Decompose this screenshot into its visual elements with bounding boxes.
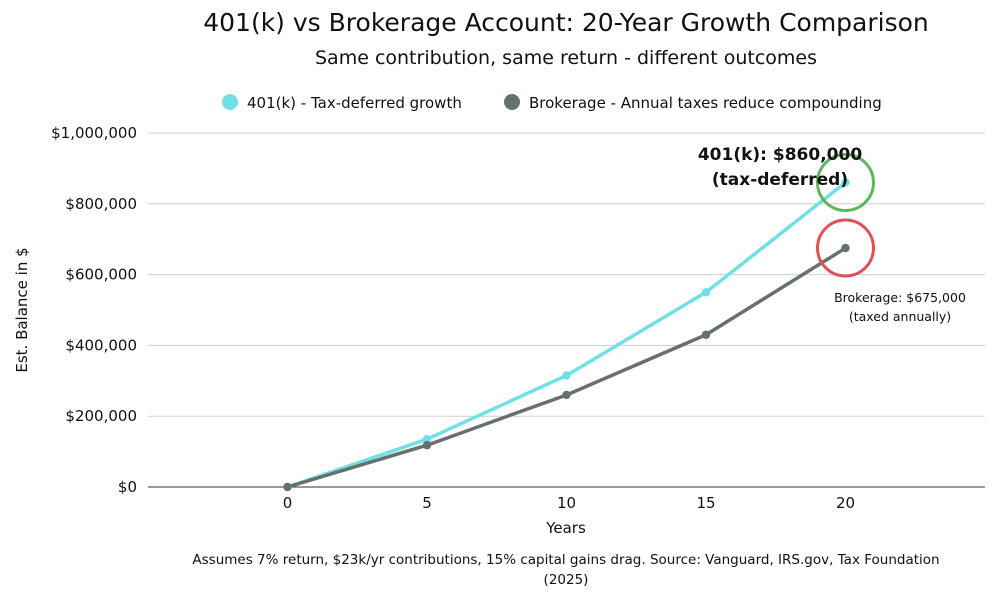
data-point-series-1	[841, 178, 850, 187]
data-point-series-1	[701, 288, 711, 297]
legend-label-2: Brokerage - Annual taxes reduce compound…	[529, 94, 882, 112]
annotation-1-line-1: 401(k): $860,000	[698, 145, 862, 165]
annotations: 401(k): $860,000 (tax-deferred) Brokerage:…	[698, 145, 966, 324]
legend-label-1: 401(k) - Tax-deferred growth	[247, 94, 462, 112]
x-tick-label: 10	[557, 494, 576, 512]
series-lines	[283, 178, 850, 492]
gridlines	[148, 132, 985, 488]
y-tick-label: $1,000,000	[51, 124, 137, 142]
data-point-series-2	[422, 441, 432, 450]
highlight-circle-1	[816, 153, 875, 213]
x-tick-label: 5	[422, 494, 432, 512]
data-point-series-1	[422, 435, 432, 444]
annotation-1-line-2: (tax-deferred)	[712, 170, 848, 190]
data-point-series-2	[701, 330, 711, 339]
footnote-line-1: Assumes 7% return, $23k/yr contributions…	[192, 552, 939, 568]
x-tick-label: 20	[836, 494, 855, 512]
y-tick-label: $400,000	[65, 336, 137, 354]
y-tick-label: $800,000	[65, 195, 137, 213]
chart-title: 401(k) vs Brokerage Account: 20-Year Gro…	[203, 8, 929, 37]
x-axis-label: Years	[545, 519, 586, 537]
series-line-2	[285, 246, 848, 489]
x-tick-label: 0	[283, 494, 293, 512]
y-tick-label: $600,000	[65, 266, 137, 284]
y-axis-ticks: $0 $200,000 $400,000 $600,000 $800,000 $1,000…	[51, 124, 137, 496]
y-tick-label: $200,000	[65, 407, 137, 425]
data-point-series-1	[562, 371, 571, 380]
annotation-2-line-2: (taxed annually)	[849, 309, 951, 324]
series-line-1	[285, 180, 848, 489]
x-axis-ticks: 0 5 10 15 20	[283, 494, 855, 512]
legend: 401(k) - Tax-deferred growth Brokerage - …	[222, 94, 882, 112]
footnote-line-2: (2025)	[544, 572, 589, 588]
chart-subtitle: Same contribution, same return - differe…	[315, 47, 817, 69]
highlight-circle-2	[816, 218, 875, 278]
legend-marker-1	[222, 94, 238, 110]
annotation-2-line-1: Brokerage: $675,000	[834, 290, 966, 305]
data-point-series-2	[283, 482, 292, 492]
legend-marker-2	[504, 94, 520, 110]
x-tick-label: 15	[696, 494, 715, 512]
y-axis-label: Est. Balance in $	[13, 247, 31, 372]
data-point-series-2	[841, 243, 850, 253]
data-point-series-2	[562, 390, 571, 400]
y-tick-label: $0	[118, 478, 137, 496]
